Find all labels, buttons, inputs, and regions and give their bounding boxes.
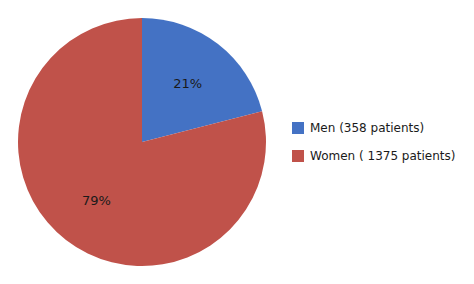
legend-label: Women ( 1375 patients) bbox=[310, 149, 455, 163]
legend: Men (358 patients) Women ( 1375 patients) bbox=[292, 121, 455, 163]
legend-swatch bbox=[292, 150, 304, 162]
pie-slice bbox=[18, 18, 266, 266]
pie bbox=[18, 18, 266, 266]
chart: 21% 79% Men (358 patients) Women ( 1375 pat… bbox=[0, 0, 474, 284]
legend-swatch bbox=[292, 122, 304, 134]
data-label: 21% bbox=[173, 76, 202, 91]
legend-label: Men (358 patients) bbox=[310, 121, 424, 135]
chart-container: 21% 79% Men (358 patients) Women ( 1375 pat… bbox=[0, 0, 474, 284]
data-label: 79% bbox=[82, 193, 111, 208]
data-labels: 21% 79% bbox=[82, 76, 202, 209]
